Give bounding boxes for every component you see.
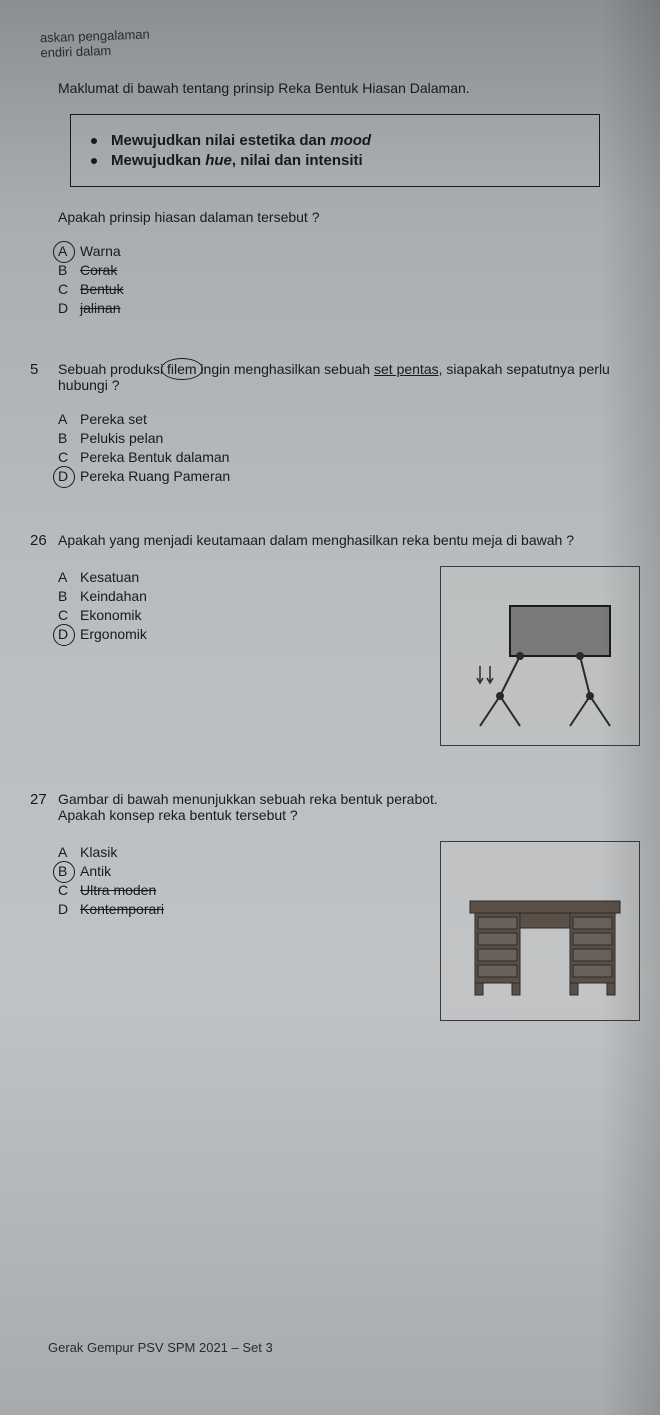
bullet-icon (91, 158, 97, 164)
option-D: D (58, 901, 80, 917)
q25-prompt: Sebuah produksi filem ingin menghasilkan… (58, 361, 630, 393)
q27-number: 27 (30, 791, 58, 1021)
laptop-stand-image (440, 566, 640, 746)
q24-instruction: Maklumat di bawah tentang prinsip Reka B… (58, 80, 630, 96)
antique-desk-image (440, 841, 640, 1021)
q24-question: Apakah prinsip hiasan dalaman tersebut ? (58, 209, 630, 225)
option-B: B (58, 262, 80, 278)
bullet1-text: Mewujudkan nilai estetika dan mood (111, 132, 371, 149)
option-D-circled: D (58, 626, 80, 642)
q26-prompt: Apakah yang menjadi keutamaan dalam meng… (58, 532, 630, 548)
option-C: C (58, 882, 80, 898)
bullet-icon (91, 138, 97, 144)
option-B-circled: B (58, 863, 80, 879)
bullet2-text: Mewujudkan hue, nilai dan intensiti (111, 152, 363, 169)
footer-text: Gerak Gempur PSV SPM 2021 – Set 3 (48, 1340, 273, 1355)
option-B: B (58, 430, 80, 446)
q24-options: AWarna BCorak CBentuk Djalinan (58, 243, 630, 316)
header-text-2: endiri dalam (40, 43, 111, 60)
q27-prompt: Gambar di bawah menunjukkan sebuah reka … (58, 791, 630, 823)
q25-number: 5 (30, 361, 58, 487)
option-B: B (58, 588, 80, 604)
option-A-circled: A (58, 243, 80, 259)
option-C: C (58, 449, 80, 465)
option-A: A (58, 411, 80, 427)
info-box: Mewujudkan nilai estetika dan mood Mewuj… (70, 114, 600, 187)
option-D: D (58, 300, 80, 316)
option-D-circled: D (58, 468, 80, 484)
option-A: A (58, 844, 80, 860)
option-C: C (58, 281, 80, 297)
option-C: C (58, 607, 80, 623)
option-A: A (58, 569, 80, 585)
